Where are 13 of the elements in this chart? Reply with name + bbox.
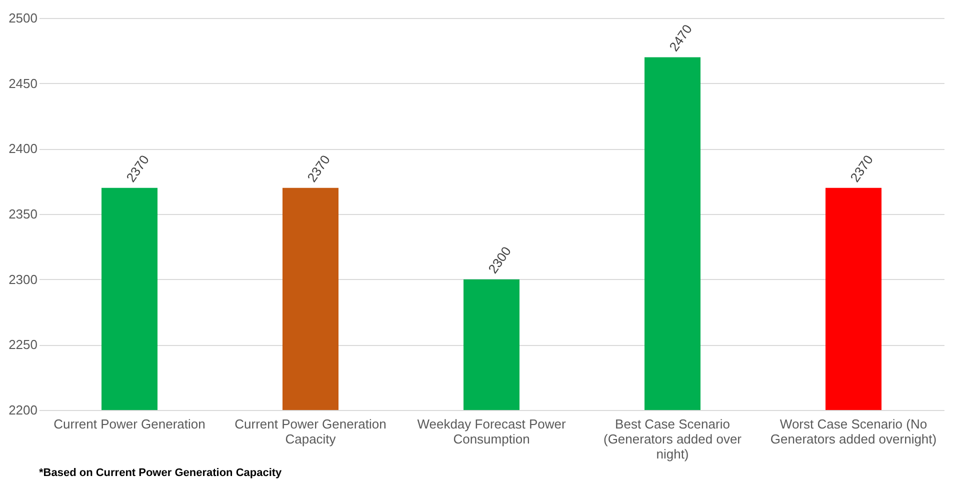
x-tick-label: Current Power Generation (54, 416, 206, 432)
y-tick-label: 2300 (8, 272, 38, 287)
y-tick-label: 2450 (8, 76, 38, 91)
y-tick-label: 2350 (8, 206, 38, 222)
x-tick-label: Weekday Forecast Power Consumption (417, 416, 566, 446)
y-tick-label: 2400 (8, 141, 38, 156)
x-tick-label: Best Case Scenario (Generators added over night) (603, 416, 742, 462)
y-tick-label: 2500 (8, 10, 38, 26)
x-tick-label: Worst Case Scenario (No Generators added overnight) (770, 416, 937, 446)
text: *Based on Current Power Generation Capacity (39, 467, 283, 479)
x-tick-label: Current Power Generation Capacity (234, 416, 386, 446)
y-tick-label: 2250 (8, 337, 38, 352)
y-tick-label: 2200 (8, 402, 38, 418)
